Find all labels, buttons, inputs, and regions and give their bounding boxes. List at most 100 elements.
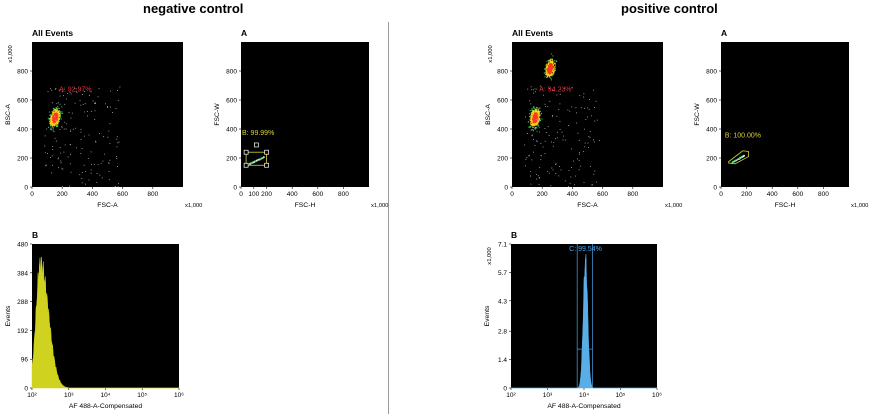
event-dot (553, 70, 555, 72)
event-dot (554, 62, 556, 64)
event-dot (81, 94, 83, 96)
event-dot (84, 90, 85, 92)
event-dot (538, 115, 540, 117)
event-dot (549, 67, 551, 69)
event-dot (74, 88, 75, 90)
event-dot (83, 164, 85, 166)
event-dot (95, 140, 96, 142)
event-dot (53, 131, 55, 133)
event-dot (70, 117, 72, 119)
event-dot (552, 64, 554, 66)
event-dot (537, 121, 539, 123)
event-dot (529, 116, 531, 118)
event-dot (550, 61, 552, 63)
event-dot (550, 60, 552, 62)
event-dot (548, 63, 550, 65)
event-dot (740, 156, 742, 158)
event-dot (551, 70, 553, 72)
event-dot (536, 123, 538, 125)
y-axis-label: FSC-W (694, 103, 701, 126)
event-dot (535, 124, 537, 126)
event-dot (105, 103, 106, 105)
event-dot (547, 70, 549, 72)
event-dot (90, 110, 92, 112)
event-dot (67, 156, 69, 158)
event-dot (47, 117, 49, 119)
y-tick-label: 0 (503, 386, 507, 393)
event-dot (84, 103, 86, 105)
event-dot (551, 75, 553, 77)
event-dot (52, 115, 54, 117)
event-dot (58, 89, 60, 91)
event-dot (51, 123, 53, 125)
event-dot (549, 70, 551, 72)
event-dot (552, 71, 554, 73)
event-dot (54, 108, 56, 110)
event-dot (533, 113, 535, 115)
event-dot (57, 111, 59, 113)
event-dot (50, 122, 52, 124)
event-dot (583, 93, 585, 95)
histogram-area (31, 256, 179, 389)
event-dot (544, 103, 546, 105)
event-dot (76, 92, 78, 94)
event-dot (595, 100, 597, 102)
scatter-points (524, 53, 600, 187)
event-dot (535, 112, 537, 114)
event-dot (57, 117, 59, 119)
event-dot (530, 86, 532, 88)
event-dot (79, 174, 81, 176)
event-dot (534, 109, 536, 111)
event-dot (50, 118, 52, 120)
event-dot (531, 116, 533, 118)
event-dot (58, 110, 60, 112)
event-dot (58, 115, 60, 117)
y-tick-label: 480 (17, 242, 28, 249)
event-dot (56, 140, 57, 142)
event-dot (529, 110, 531, 112)
event-dot (528, 126, 530, 128)
event-dot (116, 138, 118, 140)
event-dot (251, 162, 253, 164)
event-dot (55, 119, 57, 121)
event-dot (536, 116, 538, 118)
event-dot (547, 75, 549, 77)
event-dot (534, 88, 536, 90)
event-dot (547, 74, 549, 76)
event-dot (591, 184, 593, 186)
event-dot (549, 66, 551, 68)
event-dot (548, 61, 550, 63)
event-dot (548, 59, 550, 61)
event-dot (56, 112, 58, 114)
event-dot (256, 160, 258, 162)
event-dot (59, 95, 61, 97)
event-dot (533, 117, 535, 119)
event-dot (739, 156, 741, 158)
y-tick-label: 600 (497, 98, 508, 105)
event-dot (538, 109, 540, 111)
event-dot (539, 131, 540, 133)
event-dot (50, 114, 52, 116)
event-dot (593, 141, 595, 143)
event-dot (533, 121, 535, 123)
event-dot (61, 126, 63, 127)
event-dot (532, 119, 534, 121)
event-dot (587, 142, 589, 144)
event-dot (562, 139, 564, 141)
event-dot (549, 71, 551, 73)
event-dot (536, 112, 538, 114)
event-dot (56, 110, 58, 112)
event-dot (535, 118, 537, 120)
event-dot (62, 168, 64, 170)
y-tick-label: 400 (226, 127, 237, 134)
event-dot (531, 120, 533, 122)
event-dot (53, 112, 55, 114)
event-dot (531, 134, 533, 136)
event-dot (550, 67, 552, 69)
event-dot (741, 156, 743, 158)
event-dot (252, 161, 254, 163)
event-dot (52, 124, 54, 126)
event-dot (546, 76, 548, 78)
event-dot (544, 68, 546, 70)
event-dot (563, 135, 565, 137)
